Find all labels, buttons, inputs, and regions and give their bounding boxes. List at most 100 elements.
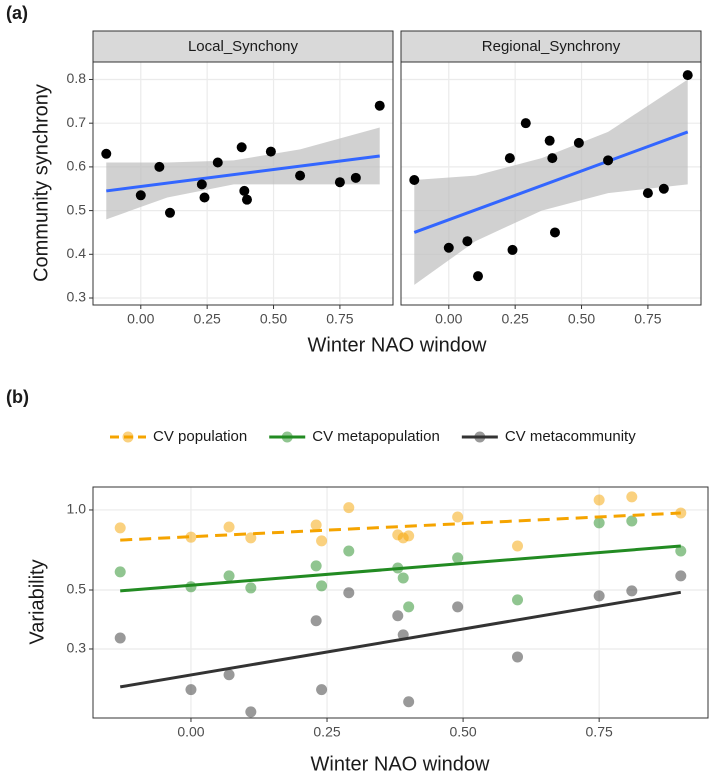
point	[573, 137, 584, 148]
point	[295, 170, 306, 181]
legend-key	[281, 431, 293, 443]
y-tick-label: 0.3	[67, 640, 87, 656]
point	[196, 179, 207, 190]
x-axis-title: Winter NAO window	[311, 753, 490, 775]
x-tick-label: 0.50	[260, 311, 287, 327]
point	[343, 545, 355, 557]
point	[223, 570, 235, 582]
point	[452, 511, 464, 523]
point	[512, 540, 524, 552]
point	[101, 148, 112, 159]
fit-line	[106, 154, 380, 193]
point	[682, 70, 693, 81]
point	[603, 155, 614, 166]
point	[310, 560, 322, 572]
point	[114, 522, 126, 534]
point	[443, 242, 454, 253]
y-tick-label: 0.7	[67, 114, 87, 130]
x-tick-label: 0.00	[127, 311, 154, 327]
point	[334, 177, 345, 188]
point	[626, 491, 638, 503]
point	[593, 590, 605, 602]
point	[310, 615, 322, 627]
panel-border	[400, 61, 702, 306]
point	[392, 610, 404, 622]
facet-strip	[92, 30, 394, 63]
point	[675, 545, 687, 557]
y-tick-label: 0.5	[67, 581, 87, 597]
point	[316, 535, 328, 547]
x-tick-label: 0.00	[177, 724, 204, 740]
legend-key	[474, 431, 486, 443]
point	[544, 135, 555, 146]
point	[114, 566, 126, 578]
point	[507, 244, 518, 255]
point	[185, 684, 197, 696]
y-tick-label: 1.0	[67, 501, 87, 517]
y-tick-label: 0.8	[67, 70, 87, 86]
point	[212, 157, 223, 168]
point	[452, 601, 464, 613]
y-tick-label: 0.5	[67, 201, 87, 217]
point	[642, 188, 653, 199]
point	[462, 236, 473, 247]
y-tick-label: 0.3	[67, 289, 87, 305]
x-tick-label: 0.75	[326, 311, 353, 327]
fit-line	[413, 130, 689, 234]
point	[236, 142, 247, 153]
point	[626, 515, 638, 527]
point	[154, 161, 165, 172]
facet-title: Regional_Synchrony	[482, 38, 621, 55]
point	[135, 190, 146, 201]
point	[223, 521, 235, 533]
point	[343, 502, 355, 514]
point	[472, 271, 483, 282]
panel-border	[92, 486, 709, 719]
y-axis-title: Variability	[26, 559, 48, 644]
point	[512, 594, 524, 606]
x-tick-label: 0.25	[313, 724, 340, 740]
x-tick-label: 0.25	[194, 311, 221, 327]
facet-title: Local_Synchony	[188, 38, 299, 55]
point	[547, 153, 558, 164]
point	[316, 684, 328, 696]
point	[245, 706, 257, 718]
point	[403, 601, 415, 613]
y-axis-title: Community synchrony	[30, 84, 52, 282]
point	[374, 100, 385, 111]
legend-label: CV population	[153, 428, 247, 445]
point	[593, 517, 605, 529]
y-tick-label: 0.6	[67, 158, 87, 174]
panel-label: (a)	[6, 3, 28, 23]
point	[626, 585, 638, 597]
legend-label: CV metapopulation	[312, 428, 440, 445]
point	[199, 192, 210, 203]
plot-background	[93, 487, 708, 718]
x-tick-label: 0.00	[435, 311, 462, 327]
point	[512, 651, 524, 663]
x-tick-label: 0.75	[586, 724, 613, 740]
point	[403, 530, 415, 542]
point	[223, 669, 235, 681]
panel-label: (b)	[6, 387, 29, 407]
point	[504, 153, 515, 164]
x-tick-label: 0.25	[502, 311, 529, 327]
point	[658, 183, 669, 194]
point	[675, 570, 687, 582]
point	[403, 696, 415, 708]
legend-label: CV metacommunity	[505, 428, 636, 445]
x-axis-title: Winter NAO window	[308, 334, 487, 356]
point	[316, 580, 328, 592]
fit-line	[120, 544, 681, 593]
point	[310, 519, 322, 531]
legend-key	[122, 431, 134, 443]
point	[241, 194, 252, 205]
y-tick-label: 0.4	[67, 245, 87, 261]
point	[593, 494, 605, 506]
x-tick-label: 0.75	[634, 311, 661, 327]
point	[114, 632, 126, 644]
point	[409, 175, 420, 186]
point	[350, 172, 361, 183]
x-tick-label: 0.50	[568, 311, 595, 327]
